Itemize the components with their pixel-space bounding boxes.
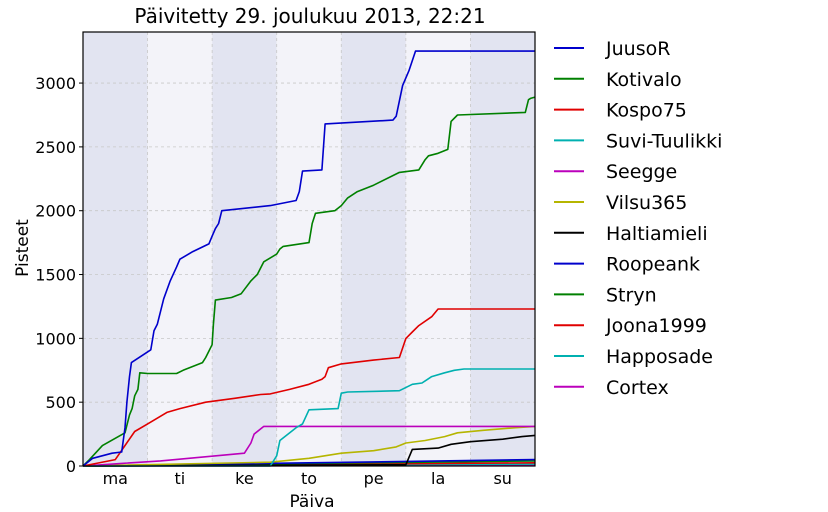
- y-tick-label: 0: [66, 457, 76, 476]
- legend-item: Kotivalo: [554, 69, 682, 91]
- series-line-haltiamieli: [82, 434, 536, 467]
- grid: [83, 32, 535, 467]
- legend-label: Cortex: [606, 377, 669, 399]
- y-axis-label: Pisteet: [13, 219, 33, 277]
- legend: JuusoR Kotivalo Kospo75 Suvi-Tuulikki Seegge…: [554, 38, 722, 399]
- legend-label: Roopeank: [606, 254, 700, 276]
- series-line-seegge: [82, 425, 535, 467]
- day-band: [341, 32, 406, 466]
- series-lines: [82, 50, 536, 467]
- legend-label: Joona1999: [605, 315, 707, 337]
- series-line-vilsu365: [82, 425, 536, 467]
- plot-frame: [82, 31, 536, 467]
- legend-label: Vilsu365: [606, 192, 687, 214]
- series-line-suvi-tuulikki: [83, 368, 535, 467]
- y-tick-label: 500: [45, 393, 76, 412]
- y-axis-ticks: 0 500 1000 1500 2000 2500 3000: [35, 74, 83, 476]
- y-tick-label: 2000: [35, 202, 76, 221]
- x-axis-label: Päiva: [289, 492, 334, 512]
- day-band: [83, 32, 148, 466]
- legend-label: Kospo75: [606, 100, 687, 122]
- legend-label: Haltiamieli: [606, 223, 708, 245]
- x-axis-ticks: ma ti ke to pe la su: [103, 469, 512, 488]
- chart-title: Päivitetty 29. joulukuu 2013, 22:21: [134, 4, 485, 28]
- legend-item: Vilsu365: [554, 192, 687, 214]
- legend-item: Joona1999: [554, 315, 707, 337]
- legend-item: Seegge: [554, 161, 677, 183]
- day-band: [276, 32, 342, 466]
- legend-label: Stryn: [606, 284, 657, 306]
- legend-item: Haltiamieli: [554, 223, 708, 245]
- day-band: [212, 32, 277, 466]
- legend-item: Roopeank: [554, 254, 700, 276]
- day-band: [470, 32, 535, 466]
- legend-label: Kotivalo: [606, 69, 682, 91]
- legend-label: Suvi-Tuulikki: [606, 130, 722, 152]
- legend-label: Seegge: [606, 161, 677, 183]
- legend-item: Suvi-Tuulikki: [554, 130, 722, 152]
- day-band: [147, 32, 213, 466]
- y-tick-label: 1500: [35, 266, 76, 285]
- x-tick-label: ke: [235, 469, 254, 488]
- series-line-kospo75: [82, 308, 535, 467]
- legend-label: JuusoR: [605, 38, 670, 60]
- legend-label: Happosade: [606, 346, 713, 368]
- x-tick-label: to: [301, 469, 317, 488]
- x-tick-label: ma: [103, 469, 128, 488]
- x-tick-label: pe: [364, 469, 384, 488]
- legend-item: Kospo75: [554, 100, 687, 122]
- legend-item: Happosade: [554, 346, 713, 368]
- legend-item: Stryn: [554, 284, 657, 306]
- y-tick-label: 2500: [35, 138, 76, 157]
- legend-item: Cortex: [554, 377, 669, 399]
- series-line-kotivalo: [82, 96, 536, 467]
- x-tick-label: la: [431, 469, 445, 488]
- series-line-juusor: [82, 50, 535, 467]
- day-bands: [83, 32, 535, 466]
- y-tick-label: 3000: [35, 74, 76, 93]
- x-tick-label: ti: [174, 469, 185, 488]
- legend-item: JuusoR: [554, 38, 670, 60]
- x-tick-label: su: [493, 469, 511, 488]
- day-band: [405, 32, 471, 466]
- y-tick-label: 1000: [35, 329, 76, 348]
